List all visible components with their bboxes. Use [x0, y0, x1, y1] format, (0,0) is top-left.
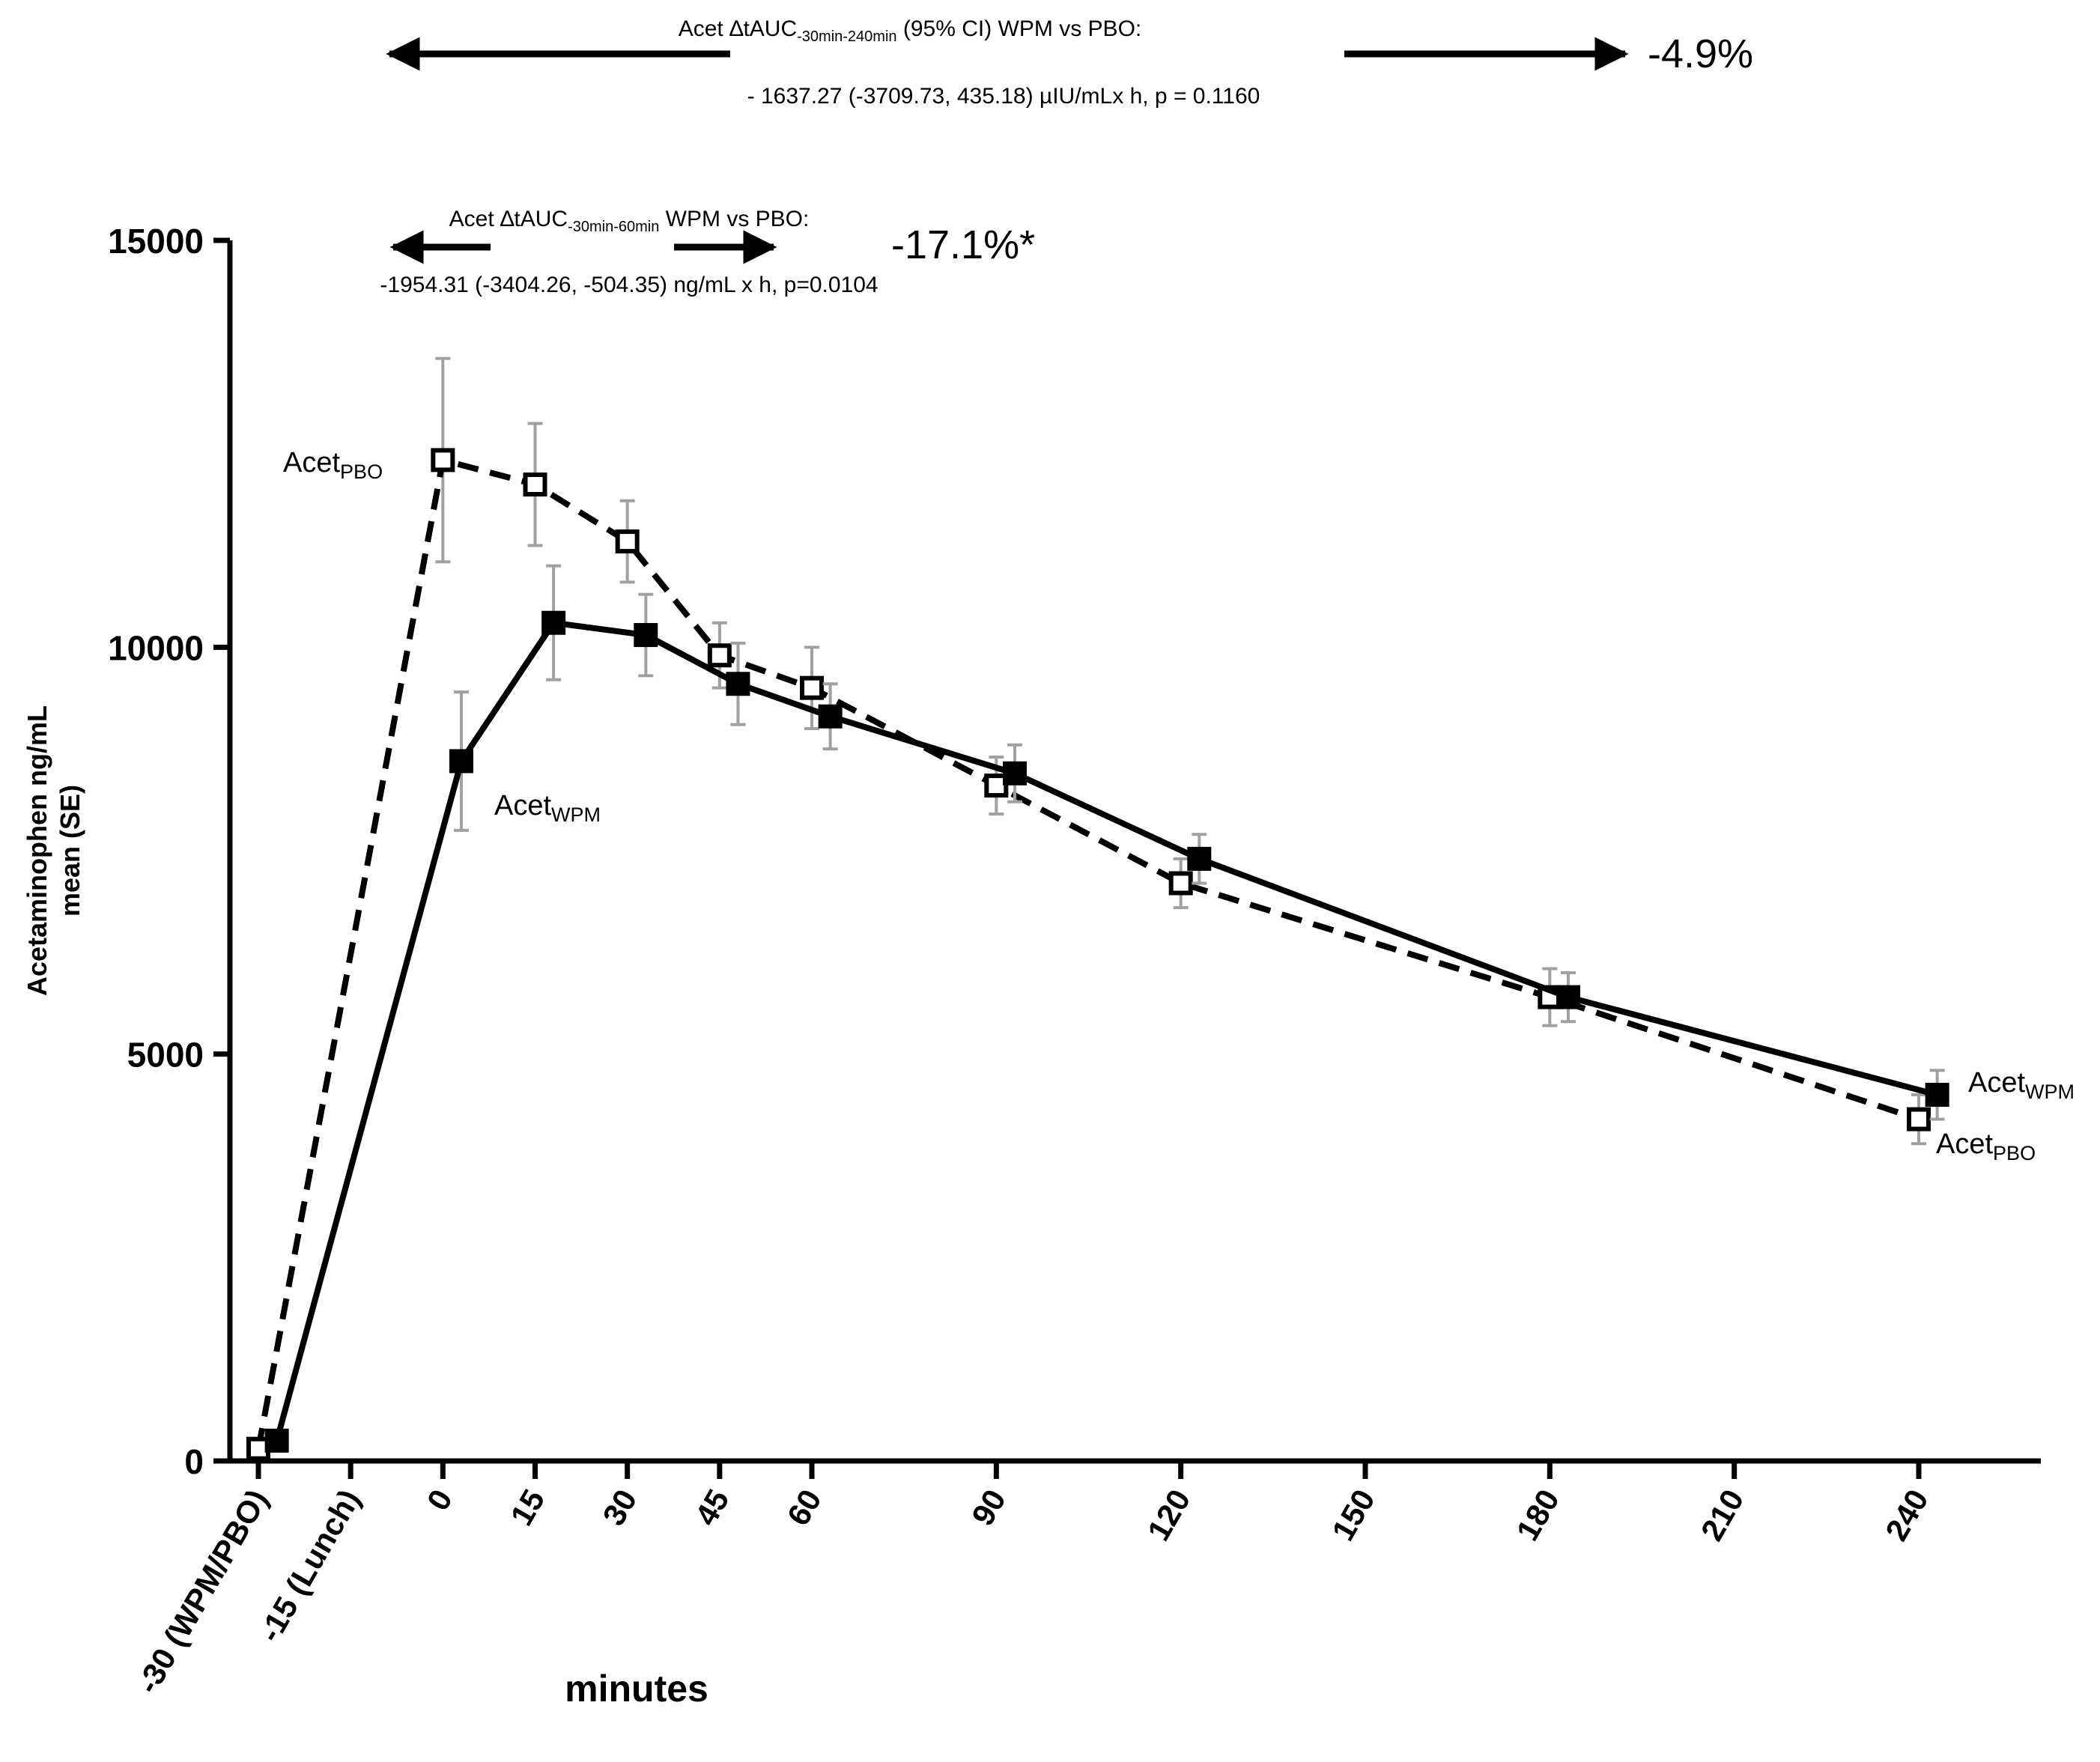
series-pbo	[246, 356, 1931, 1461]
x-tick-label: 90	[965, 1483, 1013, 1531]
data-point-pbo	[615, 529, 640, 554]
inner-annotation-line2: -1954.31 (-3404.26, -504.35) ng/mL x h, …	[380, 273, 878, 297]
x-tick-label: -30 (WPM/PBO)	[130, 1483, 275, 1699]
data-point-pbo	[1907, 1107, 1931, 1131]
data-point-wpm	[1556, 985, 1580, 1009]
data-point-wpm	[1925, 1083, 1949, 1107]
data-point-wpm	[726, 672, 750, 696]
top-annotation-line2: - 1637.27 (-3709.73, 435.18) µIU/mLx h, …	[747, 84, 1260, 109]
top-annotation-line1: Acet ∆tAUC-30min-240min (95% CI) WPM vs …	[679, 16, 1142, 45]
y-axis-title-line2: mean (SE)	[55, 785, 85, 917]
top-percent: -4.9%	[1648, 31, 1753, 76]
data-point-wpm	[541, 610, 566, 635]
y-ticks: 0 5000 10000 15000	[108, 222, 230, 1481]
data-point-pbo	[800, 675, 824, 700]
x-tick-label: 15	[503, 1483, 551, 1531]
y-tick-label: 0	[184, 1442, 204, 1481]
x-axis-title: minutes	[565, 1668, 708, 1710]
x-tick-label: 30	[595, 1483, 643, 1531]
data-point-wpm	[449, 749, 473, 774]
x-tick-label: 0	[420, 1483, 459, 1516]
inner-annotation-line1: Acet ∆tAUC-30min-60min WPM vs PBO:	[449, 207, 810, 235]
y-tick-label: 15000	[108, 222, 204, 261]
x-tick-label: 210	[1694, 1483, 1751, 1546]
series-line-pbo	[255, 457, 1920, 1450]
x-tick-label: 180	[1509, 1483, 1566, 1546]
x-tick-label: 240	[1878, 1483, 1935, 1546]
data-point-pbo	[523, 473, 547, 496]
label-wpm-end: AcetWPM	[1968, 1067, 2075, 1103]
y-axis-title: Acetaminophen ng/mL mean (SE)	[22, 705, 85, 996]
data-point-wpm	[264, 1428, 289, 1453]
data-point-pbo	[707, 643, 732, 668]
series-wpm	[264, 564, 1949, 1453]
x-ticks: -30 (WPM/PBO)-15 (Lunch) 0 15 30 45 60 90 120 15…	[130, 1461, 1935, 1699]
y-tick-label: 10000	[108, 628, 204, 667]
label-pbo-end: AcetPBO	[1936, 1128, 2036, 1164]
label-pbo-upper: AcetPBO	[283, 447, 383, 483]
series-line-wpm	[273, 619, 1938, 1442]
data-point-pbo	[431, 448, 455, 473]
data-point-wpm	[1187, 846, 1212, 871]
data-point-pbo	[1168, 871, 1193, 896]
top-annotation: Acet ∆tAUC-30min-240min (95% CI) WPM vs …	[386, 16, 1753, 109]
label-wpm-middle: AcetWPM	[494, 790, 601, 826]
inner-annotation: Acet ∆tAUC-30min-60min WPM vs PBO: -17.1…	[380, 207, 1035, 297]
data-point-wpm	[1002, 761, 1027, 786]
data-point-wpm	[634, 623, 658, 648]
y-axis-title-line1: Acetaminophen ng/mL	[22, 705, 52, 996]
x-tick-label: 120	[1141, 1483, 1198, 1546]
x-tick-label: 150	[1325, 1483, 1382, 1546]
x-tick-label: 60	[780, 1483, 828, 1531]
inner-percent: -17.1%*	[891, 222, 1035, 267]
y-tick-label: 5000	[127, 1036, 204, 1075]
series-layer	[246, 356, 1949, 1461]
data-point-wpm	[818, 704, 843, 729]
x-tick-label: 45	[688, 1483, 736, 1531]
